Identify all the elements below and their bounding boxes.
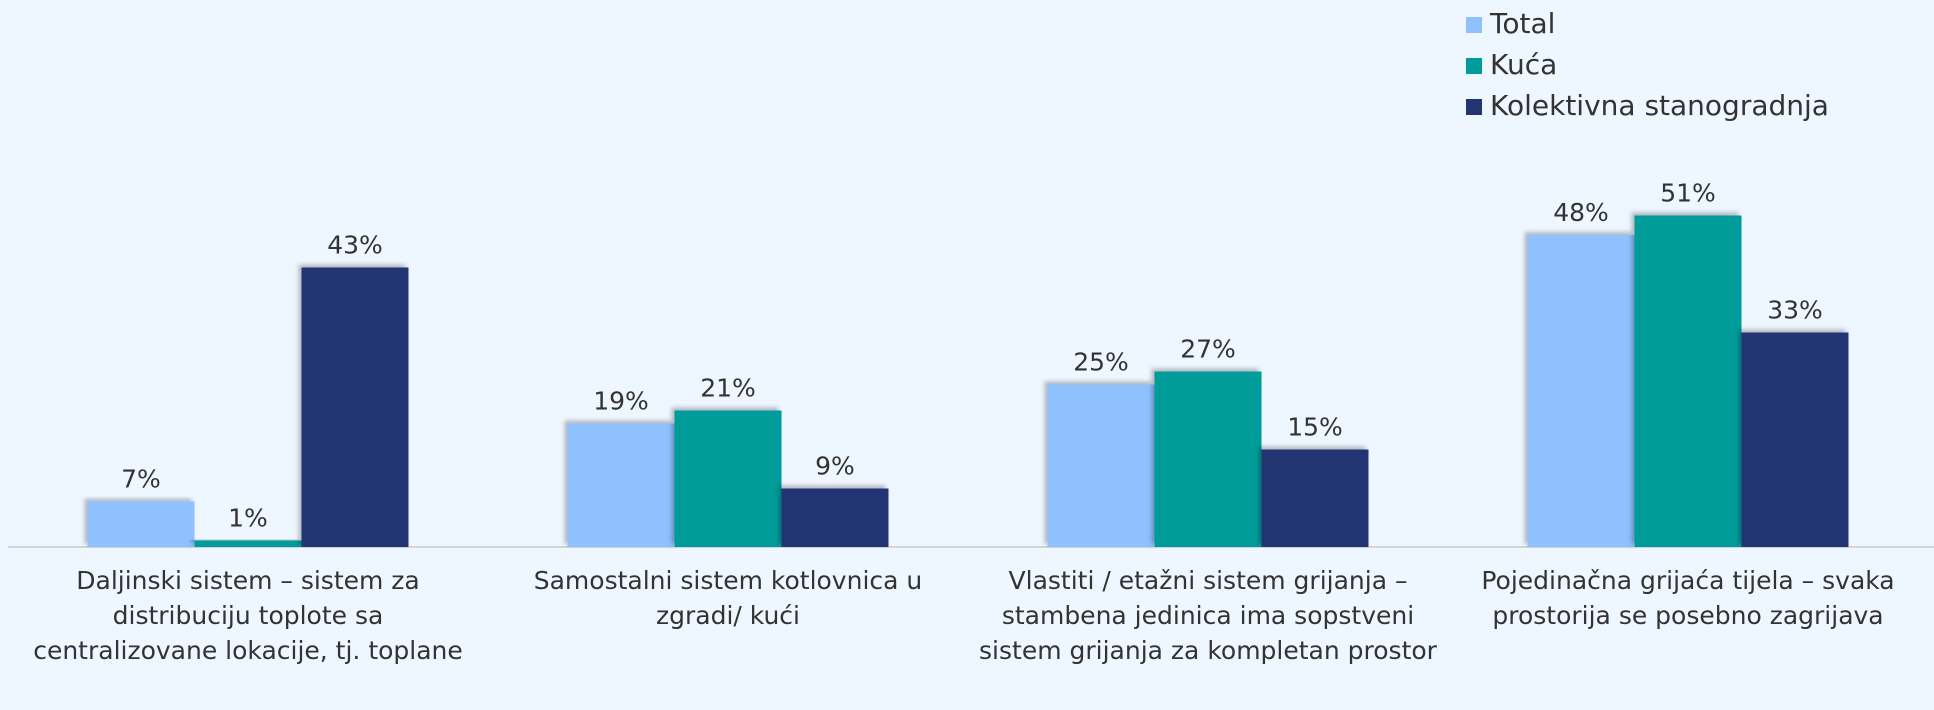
- data-label: 51%: [1660, 179, 1716, 208]
- bar: [194, 540, 302, 547]
- data-label: 19%: [593, 387, 649, 416]
- data-label: 48%: [1553, 198, 1609, 227]
- x-tick-label: Samostalni sistem kotlovnica u zgradi/ k…: [533, 566, 923, 630]
- bar: [567, 423, 675, 547]
- bar: [1527, 235, 1635, 547]
- bar: [1741, 332, 1849, 547]
- data-label: 21%: [700, 374, 756, 403]
- legend-swatch: [1466, 58, 1482, 74]
- data-label: 7%: [121, 465, 161, 494]
- bar: [1261, 449, 1369, 547]
- bar: [781, 488, 889, 547]
- data-label: 43%: [327, 231, 383, 260]
- legend-label: Kuća: [1490, 48, 1557, 81]
- bar: [87, 501, 195, 547]
- legend-label: Total: [1489, 7, 1555, 40]
- data-label: 1%: [228, 504, 268, 533]
- x-tick-label: Vlastiti / etažni sistem grijanja – stam…: [979, 566, 1437, 665]
- bar: [301, 267, 409, 547]
- data-label: 33%: [1767, 296, 1823, 325]
- legend-swatch: [1466, 99, 1482, 115]
- x-tick-label: Pojedinačna grijaća tijela – svaka prost…: [1481, 566, 1895, 630]
- data-label: 27%: [1180, 335, 1236, 364]
- bar: [674, 410, 782, 547]
- bar: [1154, 371, 1262, 547]
- legend-label: Kolektivna stanogradnja: [1490, 89, 1829, 122]
- data-label: 9%: [815, 452, 855, 481]
- data-label: 25%: [1073, 348, 1129, 377]
- legend-swatch: [1466, 17, 1482, 33]
- bar: [1047, 384, 1155, 547]
- x-tick-label: Daljinski sistem – sistem za distribucij…: [33, 566, 463, 665]
- bar: [1634, 215, 1742, 547]
- data-label: 15%: [1287, 413, 1343, 442]
